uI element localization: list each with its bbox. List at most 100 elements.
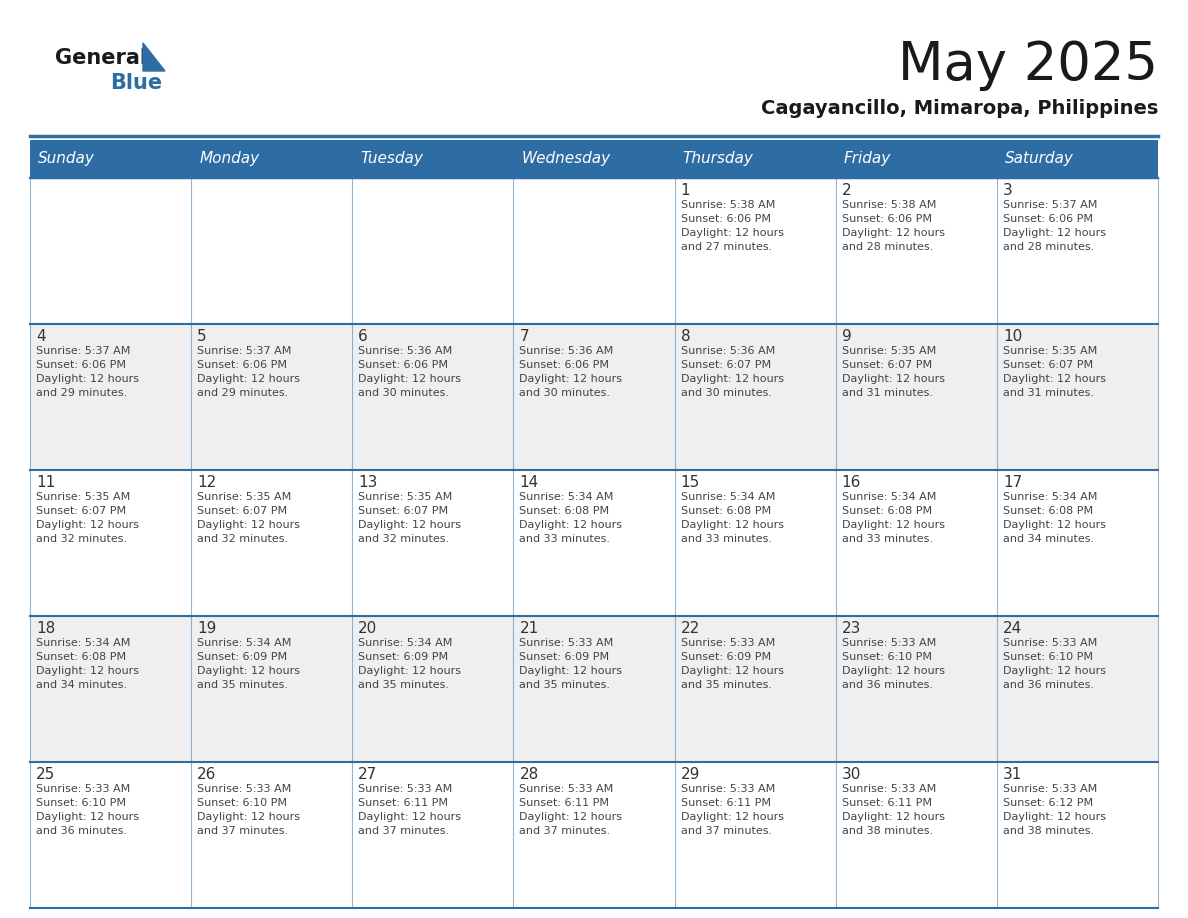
Text: Sunset: 6:06 PM: Sunset: 6:06 PM <box>681 214 771 224</box>
Bar <box>513 470 675 616</box>
Text: 24: 24 <box>1003 621 1022 636</box>
Text: 7: 7 <box>519 329 529 344</box>
Text: Sunrise: 5:34 AM: Sunrise: 5:34 AM <box>197 638 291 648</box>
Bar <box>835 762 997 908</box>
Text: Sunrise: 5:34 AM: Sunrise: 5:34 AM <box>842 492 936 502</box>
Text: 11: 11 <box>36 475 56 490</box>
Text: Sunrise: 5:35 AM: Sunrise: 5:35 AM <box>197 492 291 502</box>
Text: Sunset: 6:10 PM: Sunset: 6:10 PM <box>842 652 931 662</box>
Bar <box>30 762 191 908</box>
Bar <box>997 470 1158 616</box>
Text: 29: 29 <box>681 767 700 782</box>
Text: Daylight: 12 hours: Daylight: 12 hours <box>197 374 301 384</box>
Text: Daylight: 12 hours: Daylight: 12 hours <box>359 812 461 822</box>
Bar <box>675 470 835 616</box>
Text: and 35 minutes.: and 35 minutes. <box>519 680 611 690</box>
Text: 23: 23 <box>842 621 861 636</box>
Text: Sunrise: 5:33 AM: Sunrise: 5:33 AM <box>519 784 614 794</box>
Polygon shape <box>143 43 165 71</box>
Text: Sunset: 6:09 PM: Sunset: 6:09 PM <box>359 652 448 662</box>
Text: Sunrise: 5:33 AM: Sunrise: 5:33 AM <box>1003 638 1097 648</box>
Text: 17: 17 <box>1003 475 1022 490</box>
Text: Friday: Friday <box>843 151 891 166</box>
Text: Daylight: 12 hours: Daylight: 12 hours <box>36 812 139 822</box>
Bar <box>30 140 1158 178</box>
Text: and 28 minutes.: and 28 minutes. <box>1003 242 1094 252</box>
Text: and 33 minutes.: and 33 minutes. <box>842 534 933 544</box>
Text: Daylight: 12 hours: Daylight: 12 hours <box>1003 520 1106 530</box>
Text: Daylight: 12 hours: Daylight: 12 hours <box>197 812 301 822</box>
Text: Sunset: 6:10 PM: Sunset: 6:10 PM <box>36 798 126 808</box>
Text: 21: 21 <box>519 621 538 636</box>
Text: Monday: Monday <box>200 151 259 166</box>
Text: Sunset: 6:07 PM: Sunset: 6:07 PM <box>36 506 126 516</box>
Text: and 37 minutes.: and 37 minutes. <box>681 826 772 836</box>
Text: and 29 minutes.: and 29 minutes. <box>197 388 289 398</box>
Text: Daylight: 12 hours: Daylight: 12 hours <box>1003 228 1106 238</box>
Text: Sunset: 6:07 PM: Sunset: 6:07 PM <box>1003 360 1093 370</box>
Text: Sunset: 6:07 PM: Sunset: 6:07 PM <box>197 506 287 516</box>
Text: Sunrise: 5:35 AM: Sunrise: 5:35 AM <box>359 492 453 502</box>
Text: Sunset: 6:08 PM: Sunset: 6:08 PM <box>681 506 771 516</box>
Text: Sunset: 6:08 PM: Sunset: 6:08 PM <box>1003 506 1093 516</box>
Bar <box>513 324 675 470</box>
Text: Sunrise: 5:36 AM: Sunrise: 5:36 AM <box>681 346 775 356</box>
Bar <box>30 178 191 324</box>
Text: Blue: Blue <box>110 73 162 93</box>
Text: Sunrise: 5:33 AM: Sunrise: 5:33 AM <box>1003 784 1097 794</box>
Text: Daylight: 12 hours: Daylight: 12 hours <box>842 520 944 530</box>
Text: Sunrise: 5:38 AM: Sunrise: 5:38 AM <box>681 200 775 210</box>
Text: 31: 31 <box>1003 767 1022 782</box>
Text: and 33 minutes.: and 33 minutes. <box>519 534 611 544</box>
Text: Sunset: 6:10 PM: Sunset: 6:10 PM <box>1003 652 1093 662</box>
Text: Sunrise: 5:34 AM: Sunrise: 5:34 AM <box>359 638 453 648</box>
Text: Sunrise: 5:34 AM: Sunrise: 5:34 AM <box>681 492 775 502</box>
Bar <box>513 616 675 762</box>
Text: and 37 minutes.: and 37 minutes. <box>197 826 289 836</box>
Text: Daylight: 12 hours: Daylight: 12 hours <box>359 666 461 676</box>
Text: Sunrise: 5:33 AM: Sunrise: 5:33 AM <box>197 784 291 794</box>
Text: Sunrise: 5:37 AM: Sunrise: 5:37 AM <box>1003 200 1098 210</box>
Text: Sunset: 6:08 PM: Sunset: 6:08 PM <box>842 506 931 516</box>
Text: 1: 1 <box>681 183 690 198</box>
Text: 5: 5 <box>197 329 207 344</box>
Text: 22: 22 <box>681 621 700 636</box>
Text: Sunset: 6:06 PM: Sunset: 6:06 PM <box>359 360 448 370</box>
Text: Daylight: 12 hours: Daylight: 12 hours <box>681 666 784 676</box>
Text: Sunset: 6:09 PM: Sunset: 6:09 PM <box>197 652 287 662</box>
Text: Thursday: Thursday <box>683 151 753 166</box>
Bar <box>997 178 1158 324</box>
Bar <box>191 762 353 908</box>
Text: and 35 minutes.: and 35 minutes. <box>197 680 289 690</box>
Text: and 32 minutes.: and 32 minutes. <box>359 534 449 544</box>
Text: and 32 minutes.: and 32 minutes. <box>36 534 127 544</box>
Text: Sunset: 6:11 PM: Sunset: 6:11 PM <box>519 798 609 808</box>
Text: 15: 15 <box>681 475 700 490</box>
Text: Sunset: 6:08 PM: Sunset: 6:08 PM <box>36 652 126 662</box>
Text: and 36 minutes.: and 36 minutes. <box>36 826 127 836</box>
Text: May 2025: May 2025 <box>898 39 1158 91</box>
Text: and 38 minutes.: and 38 minutes. <box>842 826 933 836</box>
Text: Daylight: 12 hours: Daylight: 12 hours <box>36 520 139 530</box>
Text: Sunset: 6:11 PM: Sunset: 6:11 PM <box>359 798 448 808</box>
Text: Sunrise: 5:33 AM: Sunrise: 5:33 AM <box>681 784 775 794</box>
Text: 3: 3 <box>1003 183 1012 198</box>
Text: Sunset: 6:06 PM: Sunset: 6:06 PM <box>197 360 287 370</box>
Bar <box>353 324 513 470</box>
Text: Sunrise: 5:33 AM: Sunrise: 5:33 AM <box>36 784 131 794</box>
Text: and 32 minutes.: and 32 minutes. <box>197 534 289 544</box>
Bar <box>513 178 675 324</box>
Text: Daylight: 12 hours: Daylight: 12 hours <box>681 812 784 822</box>
Text: Sunrise: 5:33 AM: Sunrise: 5:33 AM <box>519 638 614 648</box>
Text: Daylight: 12 hours: Daylight: 12 hours <box>359 520 461 530</box>
Text: Sunrise: 5:36 AM: Sunrise: 5:36 AM <box>519 346 614 356</box>
Bar <box>30 616 191 762</box>
Bar <box>997 616 1158 762</box>
Text: Sunset: 6:12 PM: Sunset: 6:12 PM <box>1003 798 1093 808</box>
Text: Daylight: 12 hours: Daylight: 12 hours <box>36 374 139 384</box>
Text: and 27 minutes.: and 27 minutes. <box>681 242 772 252</box>
Text: Daylight: 12 hours: Daylight: 12 hours <box>1003 666 1106 676</box>
Text: 9: 9 <box>842 329 852 344</box>
Text: Sunset: 6:06 PM: Sunset: 6:06 PM <box>519 360 609 370</box>
Text: 26: 26 <box>197 767 216 782</box>
